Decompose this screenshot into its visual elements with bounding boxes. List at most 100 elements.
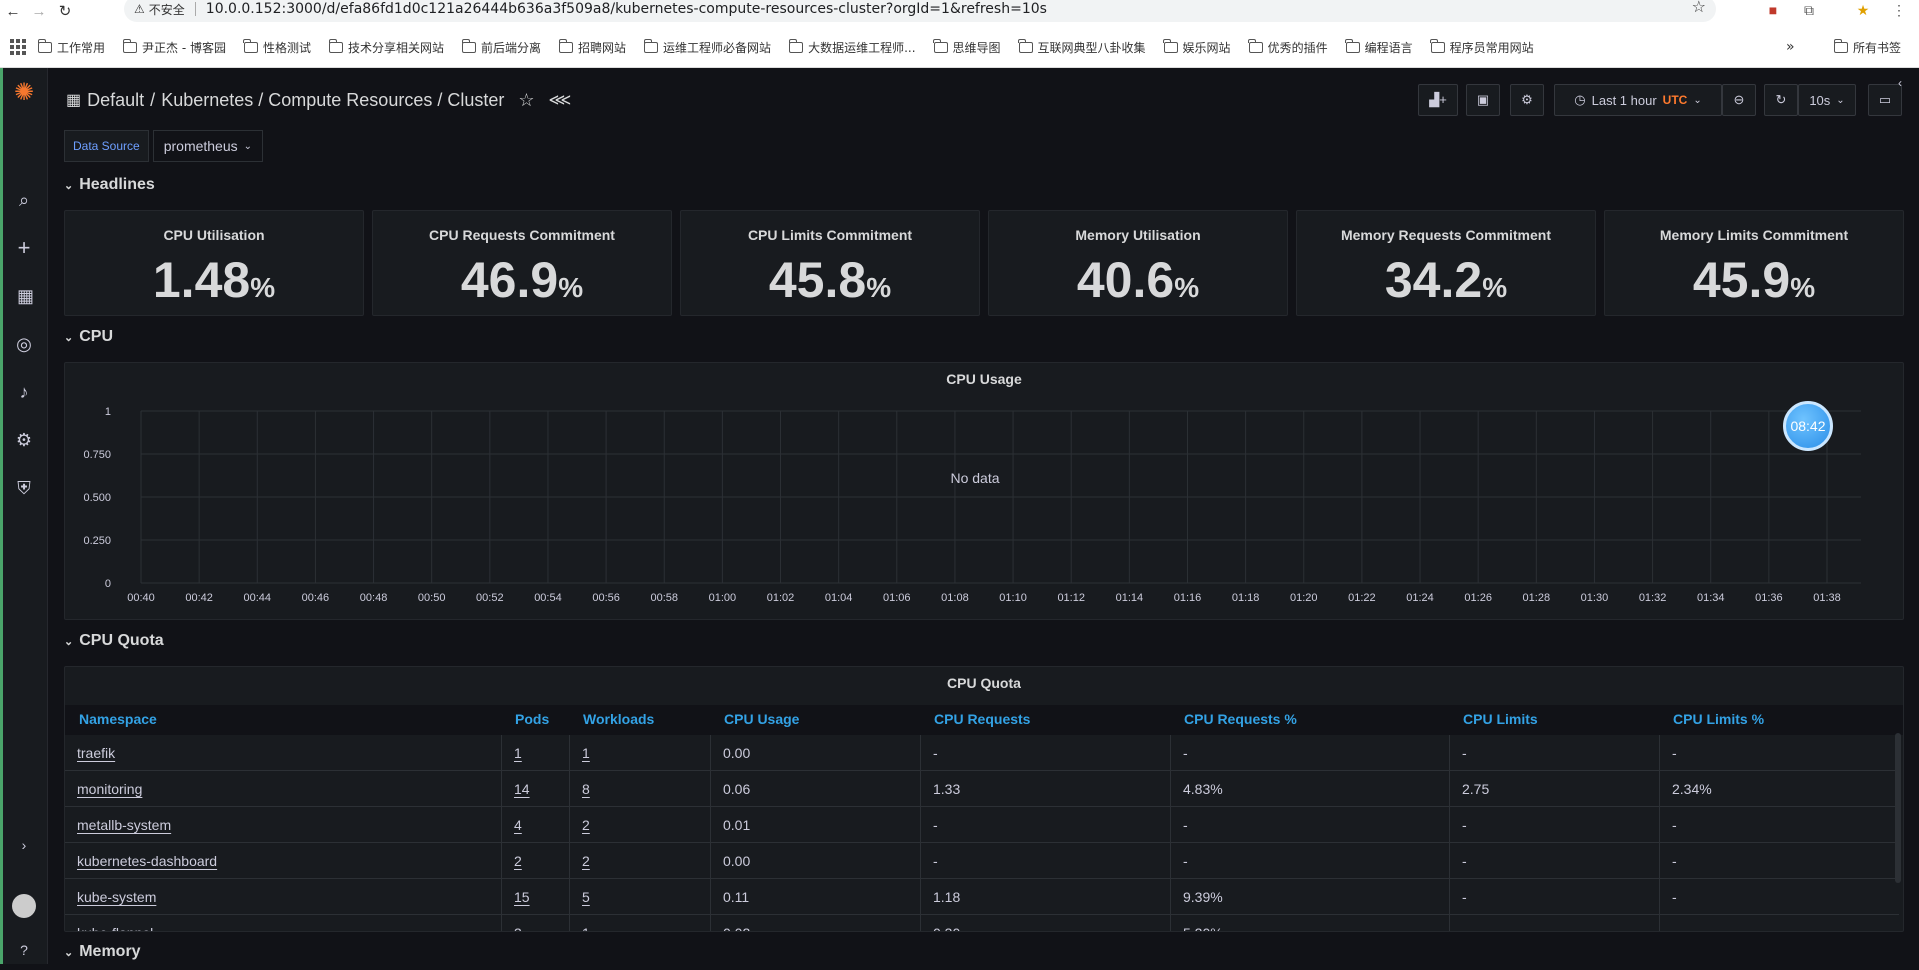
- save-dashboard-button[interactable]: ▣: [1466, 84, 1500, 116]
- bookmark-item[interactable]: 优秀的插件: [1248, 38, 1328, 56]
- bookmark-item[interactable]: 程序员常用网站: [1430, 38, 1534, 56]
- bookmark-item[interactable]: 互联网典型八卦收集: [1018, 38, 1146, 56]
- bookmark-star-icon[interactable]: ☆: [1691, 0, 1706, 16]
- column-header[interactable]: Workloads: [583, 711, 655, 727]
- cpu-usage-panel[interactable]: CPU Usage 0 0.250 0.500 0.750 1 00:40 00:42 00:…: [64, 362, 1904, 620]
- forward-button[interactable]: →: [31, 2, 47, 20]
- apps-grid-icon[interactable]: [10, 39, 26, 55]
- stat-panel[interactable]: Memory Utilisation 40.6%: [988, 210, 1288, 316]
- dashboard-settings-button[interactable]: ⚙: [1510, 84, 1544, 116]
- stat-panel[interactable]: CPU Requests Commitment 46.9%: [372, 210, 672, 316]
- stat-panel[interactable]: Memory Requests Commitment 34.2%: [1296, 210, 1596, 316]
- datasource-select[interactable]: prometheus ⌄: [152, 130, 264, 162]
- extension-icon[interactable]: ■: [1768, 2, 1778, 18]
- row-memory[interactable]: ⌄ Memory: [64, 940, 1904, 964]
- stat-panel[interactable]: Memory Limits Commitment 45.9%: [1604, 210, 1904, 316]
- bookmarks-more-icon[interactable]: »: [1786, 39, 1795, 55]
- zoom-out-button[interactable]: ⊖: [1722, 84, 1756, 116]
- table-cell[interactable]: 2: [569, 843, 710, 879]
- search-icon[interactable]: ⌕: [18, 189, 30, 210]
- collapse-icon[interactable]: ‹: [1898, 76, 1902, 90]
- table-cell: -: [1449, 843, 1659, 879]
- all-bookmarks[interactable]: 所有书签: [1833, 38, 1901, 56]
- expand-sidebar-icon[interactable]: ›: [21, 837, 27, 853]
- add-panel-button[interactable]: ▟+: [1418, 84, 1458, 116]
- stat-panel[interactable]: CPU Limits Commitment 45.8%: [680, 210, 980, 316]
- dashboards-icon[interactable]: ▦: [0, 276, 48, 316]
- star-icon[interactable]: ☆: [518, 89, 535, 110]
- table-cell[interactable]: 8: [569, 771, 710, 807]
- page-title[interactable]: Kubernetes / Compute Resources / Cluster: [161, 89, 505, 110]
- configuration-gear-icon[interactable]: ⚙: [15, 429, 33, 450]
- column-header[interactable]: Pods: [515, 711, 550, 727]
- bookmark-item[interactable]: 前后端分离: [461, 38, 541, 56]
- bookmark-item[interactable]: 技术分享相关网站: [328, 38, 444, 56]
- column-header[interactable]: CPU Limits %: [1673, 711, 1765, 727]
- panel-title: CPU Usage: [946, 371, 1022, 387]
- table-cell[interactable]: kube-flannel: [65, 915, 501, 931]
- menu-icon[interactable]: ⋮: [1892, 1, 1906, 18]
- help-icon[interactable]: ?: [20, 942, 28, 958]
- bookmark-item[interactable]: 尹正杰 - 博客园: [122, 38, 226, 56]
- stat-panel[interactable]: CPU Utilisation 1.48%: [64, 210, 364, 316]
- table-cell[interactable]: kubernetes-dashboard: [77, 853, 218, 869]
- refresh-interval-picker[interactable]: 10s ⌄: [1798, 84, 1856, 116]
- table-cell[interactable]: metallb-system: [77, 817, 172, 833]
- column-header[interactable]: CPU Usage: [724, 711, 800, 727]
- bookmark-item[interactable]: 大数据运维工程师...: [788, 38, 916, 56]
- floating-timer-badge[interactable]: 08:42: [1783, 401, 1833, 451]
- table-cell[interactable]: monitoring: [77, 781, 143, 797]
- time-picker[interactable]: ◷ Last 1 hour UTC ⌄: [1554, 84, 1722, 116]
- bookmark-item[interactable]: 招聘网站: [558, 38, 626, 56]
- table-cell[interactable]: kube-system: [77, 889, 157, 905]
- y-tick-label: 0: [105, 578, 111, 590]
- column-header[interactable]: CPU Requests: [934, 711, 1031, 727]
- row-headlines[interactable]: ⌄ Headlines: [64, 176, 155, 193]
- column-header[interactable]: Namespace: [79, 711, 157, 727]
- row-cpu[interactable]: ⌄ CPU: [64, 328, 113, 345]
- table-cell[interactable]: 1: [569, 735, 710, 771]
- breadcrumb-folder[interactable]: Default: [87, 89, 145, 110]
- bookmark-item[interactable]: 运维工程师必备网站: [643, 38, 771, 56]
- table-cell[interactable]: 2: [569, 807, 710, 843]
- bookmark-item[interactable]: 编程语言: [1345, 38, 1413, 56]
- url-text[interactable]: 10.0.0.152:3000/d/efa86fd1d0c121a26444b6…: [205, 1, 1047, 17]
- table-cell[interactable]: 15: [501, 879, 569, 915]
- table-cell[interactable]: 3: [501, 915, 569, 931]
- row-cpu-quota[interactable]: ⌄ CPU Quota: [64, 632, 164, 649]
- grafana-logo-icon[interactable]: ✺: [13, 78, 35, 106]
- reload-button[interactable]: ↻: [58, 3, 72, 20]
- table-cell[interactable]: 4: [501, 807, 569, 843]
- back-button[interactable]: ←: [5, 2, 21, 20]
- cpu-quota-panel[interactable]: CPU Quota Namespace Pods Workloads CPU Usag…: [64, 666, 1904, 932]
- extensions-icon[interactable]: ⧉: [1804, 1, 1814, 18]
- table-cell: -: [1659, 807, 1899, 843]
- bookmark-item[interactable]: 性格测试: [243, 38, 311, 56]
- avatar[interactable]: [0, 886, 48, 926]
- table-cell[interactable]: 2: [501, 843, 569, 879]
- security-warning[interactable]: ⚠ 不安全: [134, 2, 185, 17]
- url-bar[interactable]: ⚠ 不安全 10.0.0.152:3000/d/efa86fd1d0c121a26…: [124, 0, 1716, 22]
- table-cell[interactable]: traefik: [77, 745, 116, 761]
- stat-value: 45.9%: [1692, 252, 1816, 308]
- x-tick-label: 01:10: [999, 592, 1027, 604]
- column-header[interactable]: CPU Limits: [1463, 711, 1538, 727]
- bookmark-item[interactable]: 工作常用: [37, 38, 105, 56]
- table-cell[interactable]: 14: [501, 771, 569, 807]
- share-icon[interactable]: ⋘: [548, 92, 572, 109]
- table-cell[interactable]: 1: [569, 915, 710, 931]
- table-cell[interactable]: 1: [501, 735, 569, 771]
- profile-icon[interactable]: ★: [1856, 1, 1870, 18]
- bookmark-item[interactable]: 思维导图: [933, 38, 1001, 56]
- alerting-bell-icon[interactable]: ♪: [19, 381, 29, 402]
- server-admin-shield-icon[interactable]: ⛨: [17, 477, 31, 498]
- create-icon[interactable]: +: [17, 235, 31, 260]
- column-header[interactable]: CPU Requests %: [1184, 711, 1297, 727]
- refresh-button[interactable]: ↻: [1764, 84, 1798, 116]
- chevron-down-icon: ⌄: [64, 179, 74, 192]
- table-cell[interactable]: 5: [569, 879, 710, 915]
- tv-mode-button[interactable]: ▭: [1868, 84, 1902, 116]
- bookmark-item[interactable]: 娱乐网站: [1163, 38, 1231, 56]
- table-scrollbar[interactable]: [1895, 733, 1901, 883]
- explore-icon[interactable]: ◎: [16, 333, 32, 354]
